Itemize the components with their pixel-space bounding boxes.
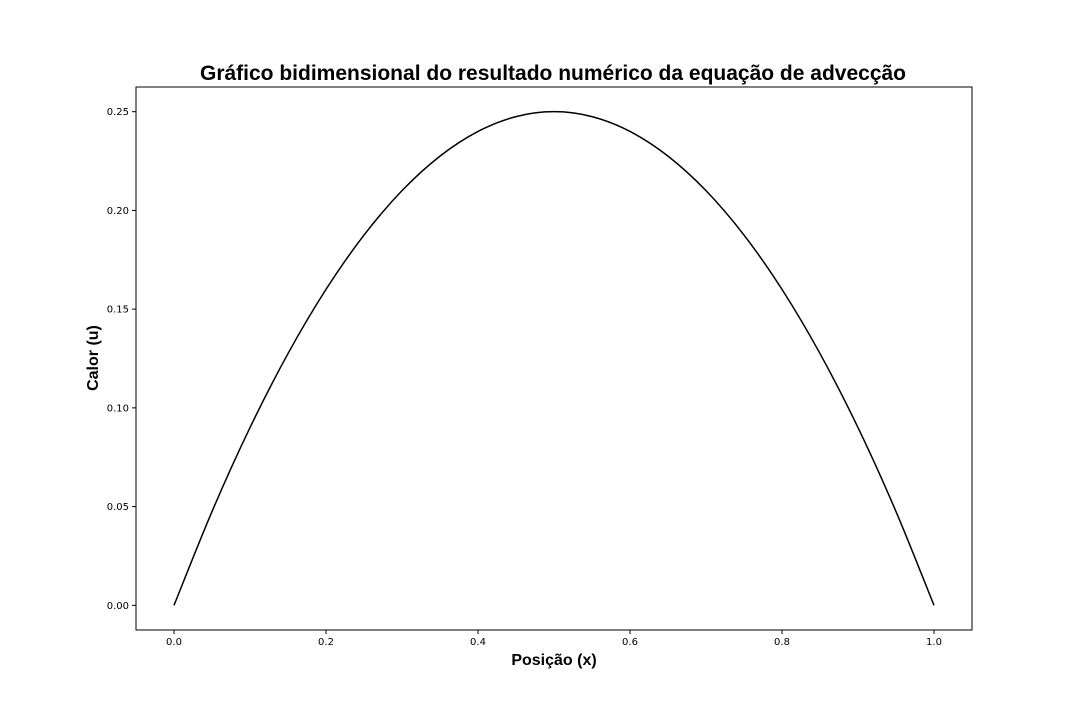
series-line (173, 110, 935, 606)
y-tick-label: 0.25 (107, 107, 129, 118)
x-tick-label: 0.8 (774, 637, 790, 648)
x-axis-label: Posição (x) (511, 652, 596, 669)
y-axis-label: Calor (u) (85, 325, 102, 391)
y-axis-ticks: 0.00 0.05 0.10 0.15 0.20 0.25 (107, 107, 136, 612)
y-tick-label: 0.05 (107, 502, 129, 513)
y-tick-label: 0.00 (107, 601, 129, 612)
x-tick-label: 0.2 (318, 637, 334, 648)
x-tick-label: 1.0 (926, 637, 942, 648)
plot-area-frame (135, 86, 973, 631)
x-tick-label: 0.0 (166, 637, 182, 648)
x-tick-label: 0.6 (622, 637, 638, 648)
x-axis-ticks: 0.0 0.2 0.4 0.6 0.8 1.0 (166, 630, 942, 648)
chart-title: Gráfico bidimensional do resultado numér… (200, 62, 906, 85)
y-tick-label: 0.15 (107, 305, 129, 316)
y-tick-label: 0.20 (107, 206, 129, 217)
series-layer (173, 110, 935, 606)
x-tick-label: 0.4 (470, 637, 486, 648)
y-tick-label: 0.10 (107, 403, 129, 414)
